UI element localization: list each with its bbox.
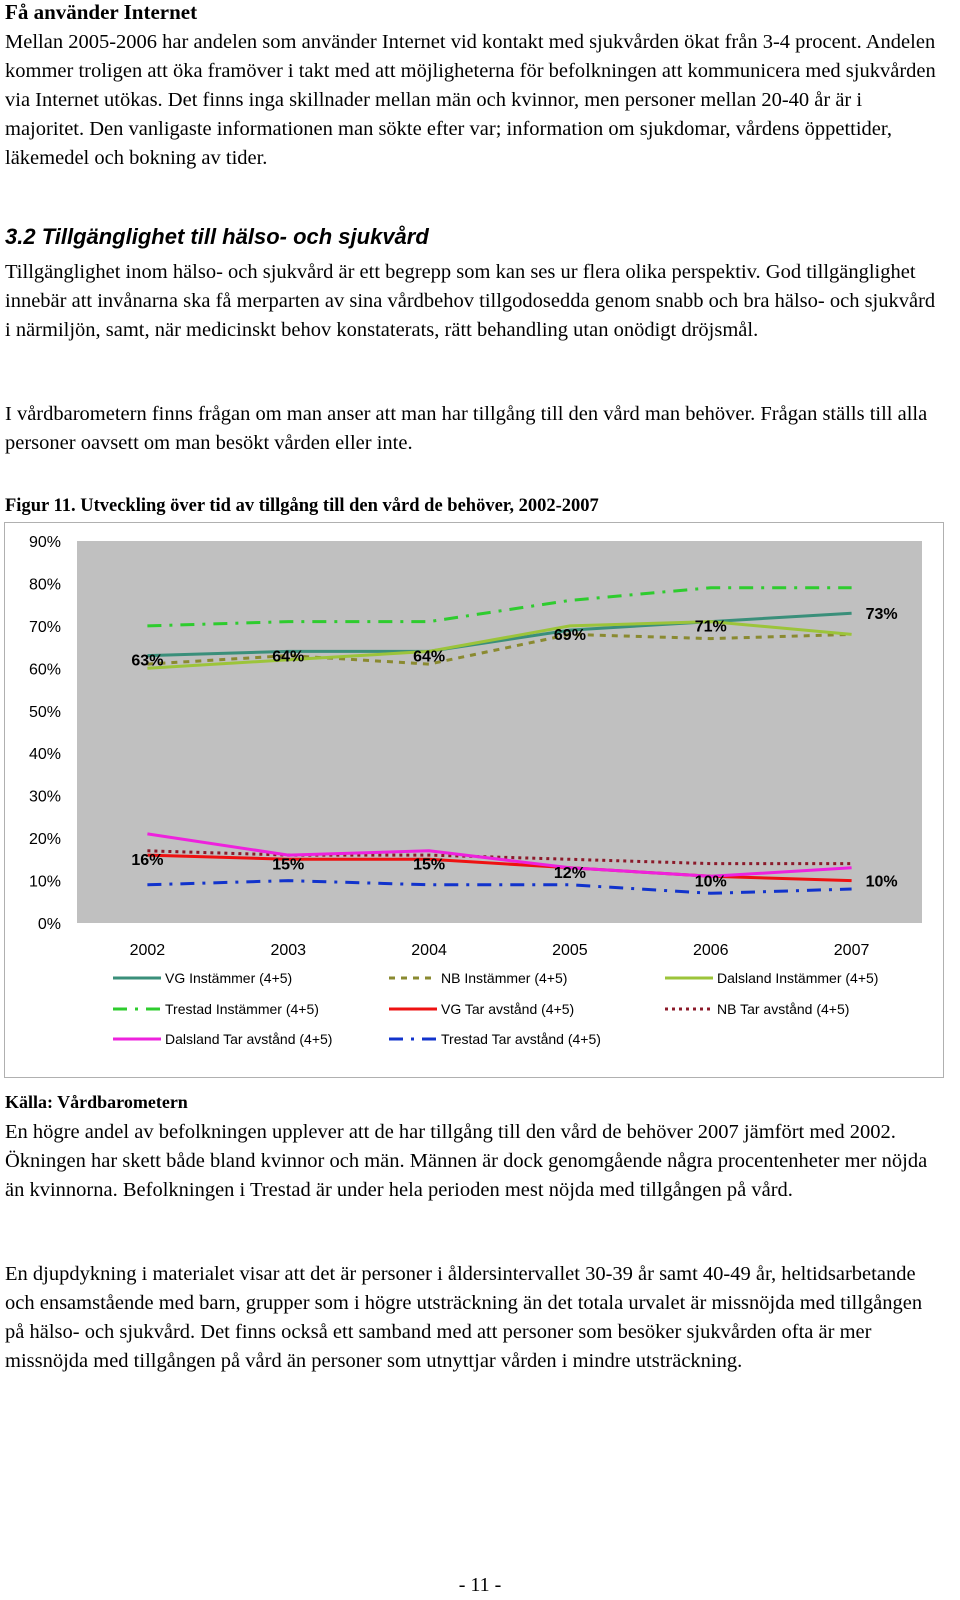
legend-label: VG Tar avstånd (4+5) <box>441 1001 574 1017</box>
x-tick-label: 2007 <box>834 942 870 959</box>
legend-label: Dalsland Instämmer (4+5) <box>717 970 878 986</box>
data-label: 63% <box>131 653 163 670</box>
legend-label: Dalsland Tar avstånd (4+5) <box>165 1031 332 1047</box>
series-line <box>147 586 852 628</box>
y-tick-label: 30% <box>29 789 61 806</box>
series-line <box>147 879 852 895</box>
y-tick-label: 50% <box>29 704 61 721</box>
data-label: 73% <box>866 606 898 623</box>
figure-source: Källa: Vårdbarometern <box>5 1092 188 1112</box>
y-tick-label: 90% <box>29 534 61 551</box>
page-number: - 11 - <box>458 1574 502 1596</box>
series-line <box>147 611 852 658</box>
x-tick-label: 2004 <box>411 942 447 959</box>
data-label: 12% <box>554 865 586 882</box>
data-label: 15% <box>272 856 304 873</box>
paragraph-vardbarometern-question: I vårdbarometern finns frågan om man ans… <box>5 403 928 454</box>
data-label: 71% <box>695 619 727 636</box>
series-line <box>147 620 852 670</box>
y-tick-label: 80% <box>29 576 61 593</box>
section-heading-internet: Få använder Internet <box>5 0 198 24</box>
data-label: 69% <box>554 627 586 644</box>
series-line <box>147 853 852 883</box>
data-label: 15% <box>413 856 445 873</box>
legend-label: VG Instämmer (4+5) <box>165 970 292 986</box>
x-tick-label: 2002 <box>130 942 166 959</box>
paragraph-results: En högre andel av befolkningen upplever … <box>5 1121 928 1201</box>
chart-svg: 0% 10% 20% 30% 40% 50% 60% 70% 80% 90% 2002 2003 20… <box>29 534 922 1047</box>
y-tick-label: 0% <box>38 916 61 933</box>
legend-label: Trestad Instämmer (4+5) <box>165 1001 319 1017</box>
series-line <box>147 849 852 866</box>
data-label: 64% <box>413 648 445 665</box>
plot-area <box>77 541 922 923</box>
series-line <box>147 632 852 666</box>
paragraph-deep-dive: En djupdykning i materialet visar att de… <box>5 1263 923 1372</box>
data-label: 10% <box>866 874 898 891</box>
figure-caption: Figur 11. Utveckling över tid av tillgån… <box>5 496 599 516</box>
legend-label: Trestad Tar avstånd (4+5) <box>441 1031 601 1047</box>
paragraph-internet: Mellan 2005-2006 har andelen som använde… <box>5 31 936 169</box>
legend-label: NB Tar avstånd (4+5) <box>717 1001 849 1017</box>
series-line <box>147 832 852 878</box>
y-tick-label: 10% <box>29 874 61 891</box>
y-tick-label: 20% <box>29 831 61 848</box>
legend-label: NB Instämmer (4+5) <box>441 970 567 986</box>
y-tick-label: 40% <box>29 746 61 763</box>
data-label: 16% <box>131 852 163 869</box>
data-label: 10% <box>695 873 727 890</box>
paragraph-accessibility-definition: Tillgänglighet inom hälso- och sjukvård … <box>5 261 936 341</box>
y-tick-label: 70% <box>29 619 61 636</box>
data-label: 64% <box>272 648 304 665</box>
x-tick-label: 2005 <box>552 942 588 959</box>
chart-legend: VG Instämmer (4+5) NB Instämmer (4+5) Dals… <box>113 970 878 1047</box>
section-heading-accessibility: 3.2 Tillgänglighet till hälso- och sjukv… <box>5 224 429 249</box>
x-tick-label: 2006 <box>693 942 729 959</box>
line-chart: 0% 10% 20% 30% 40% 50% 60% 70% 80% 90% 2002 2003 20… <box>4 522 944 1078</box>
y-tick-label: 60% <box>29 661 61 678</box>
x-tick-label: 2003 <box>270 942 306 959</box>
